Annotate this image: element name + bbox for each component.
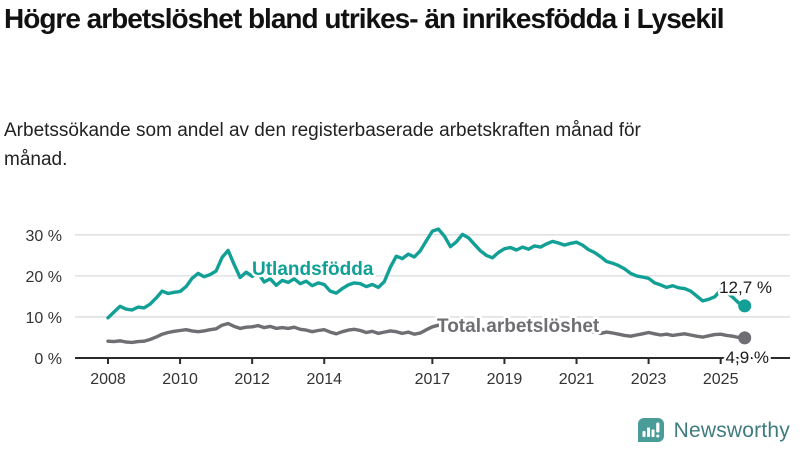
end-value-label-1: 4,9 %	[726, 348, 769, 367]
x-tick-label: 2008	[90, 371, 126, 388]
y-tick-label: 20 %	[26, 269, 62, 286]
brand-name: Newsworthy	[673, 419, 790, 442]
end-value-label-0: 12,7 %	[719, 278, 772, 297]
x-tick-label: 2025	[703, 371, 739, 388]
x-tick-label: 2010	[162, 371, 198, 388]
y-tick-label: 10 %	[26, 310, 62, 327]
x-tick-label: 2014	[306, 371, 342, 388]
page-title: Högre arbetslöshet bland utrikes- än inr…	[4, 3, 725, 34]
y-tick-label: 0 %	[34, 351, 62, 368]
series-label-1: Total arbetslöshet	[437, 316, 600, 337]
bar-chart-speech-bubble-icon	[637, 418, 664, 442]
unemployment-line-chart: 0 % 10 % 20 % 30 % 2008 2010 2012 2014 2017 2019 2…	[26, 227, 790, 388]
series-end-dot-1	[738, 331, 752, 345]
y-tick-label: 30 %	[26, 228, 62, 245]
series-end-dot-0	[738, 299, 752, 313]
x-tick-label: 2021	[559, 371, 595, 388]
newsworthy-logo[interactable]: Newsworthy	[636, 416, 790, 446]
x-tick-label: 2023	[631, 371, 667, 388]
x-tick-label: 2019	[487, 371, 523, 388]
x-tick-label: 2017	[415, 371, 451, 388]
series-label-0: Utlandsfödda	[252, 259, 374, 280]
x-tick-label: 2012	[234, 371, 270, 388]
series-line-0	[106, 227, 747, 320]
series-line-1	[106, 321, 747, 345]
chart-subtitle: Arbetssökande som andel av den registerb…	[4, 120, 641, 171]
